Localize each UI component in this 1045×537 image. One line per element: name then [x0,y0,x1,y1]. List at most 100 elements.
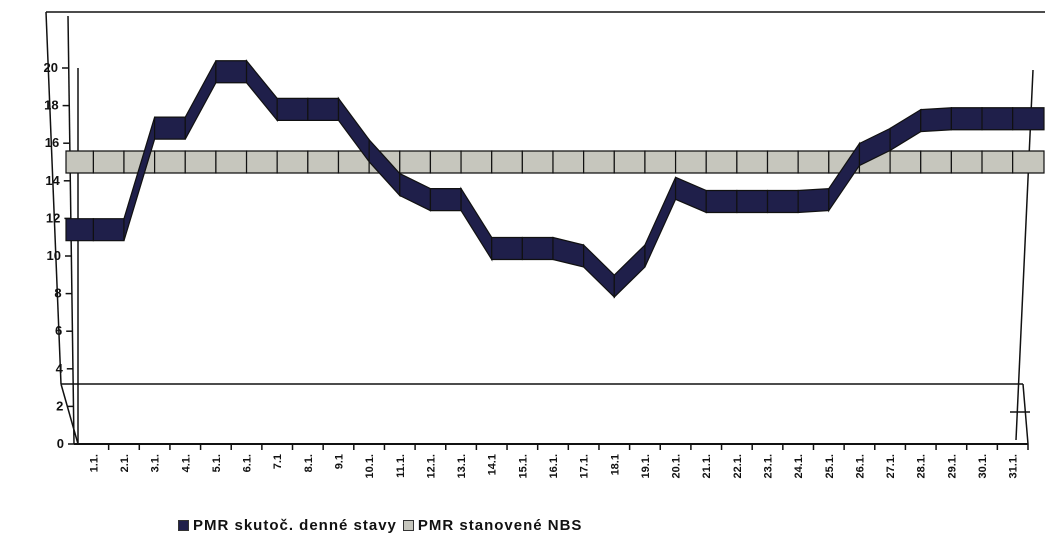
chart-walls [45,11,1045,445]
legend-item-actual: PMR skutoč. denné stavy [178,517,397,534]
target-segment-7 [276,150,309,174]
chart-legend: PMR skutoč. denné stavy PMR stanovené NB… [178,517,582,534]
target-segment-21 [705,150,738,174]
target-segment-28 [920,150,952,174]
actual-segment-8 [307,97,340,121]
series-ribbon-target [65,150,1045,174]
y-tick-label-10: 10 [47,248,61,263]
x-tick-label-9: 9.1 [333,454,345,469]
target-segment-13 [460,150,493,174]
target-segment-6 [245,150,278,174]
x-tick-label-17: 17.1. [579,454,591,478]
x-tick-label-23: 23.1. [763,454,775,478]
target-segment-4 [184,150,217,174]
back-wall-left [45,11,62,385]
x-tick-label-20: 20.1. [671,454,683,478]
target-segment-22 [736,150,769,174]
y-tick-label-12: 12 [46,210,60,225]
actual-segment-14 [491,236,523,261]
floor-right-depth [1022,383,1029,445]
target-segment-8 [307,150,340,174]
actual-segment-24 [797,187,830,214]
y-tick-label-0: 0 [57,436,64,451]
target-segment-5 [215,150,248,174]
y-tick-label-16: 16 [45,135,59,150]
x-tick-label-22: 22.1. [732,454,744,478]
target-segment-24 [797,150,830,174]
y-tick-label-20: 20 [44,60,58,75]
series-ribbon-actual [65,59,1045,299]
x-tick-label-4: 4.1. [180,454,192,472]
x-tick-label-6: 6.1. [242,454,254,472]
actual-segment-21 [705,189,738,214]
x-tick-label-28: 28.1. [916,454,928,478]
actual-segment-16 [552,236,585,268]
x-tick-label-24: 24.1. [793,454,805,478]
target-segment-11 [399,150,432,174]
actual-segment-11 [399,172,432,212]
target-segment-12 [429,150,462,174]
x-axis-ticks: 1.1. 2.1. 3.1. 4.1. 5.1. 6.1. 7.1 8.1. 9.1 10.1. 1… [88,444,1029,478]
x-tick-label-7: 7.1 [272,454,284,469]
x-tick-label-26: 26.1. [854,454,866,478]
actual-segment-27 [889,108,922,152]
actual-segment-22 [736,189,769,214]
y-tick-label-2: 2 [56,398,63,413]
y-axis-ticks: 0 2 4 6 8 10 12 14 16 18 20 [44,60,74,451]
target-cap-start [65,150,94,174]
target-segment-20 [674,150,707,174]
actual-segment-13 [460,186,493,262]
actual-segment-29 [950,107,983,131]
actual-segment-4 [184,60,217,140]
actual-segment-30 [981,107,1014,131]
actual-segment-17 [583,243,615,299]
actual-segment-15 [521,236,554,261]
x-tick-label-5: 5.1. [211,454,223,472]
actual-cap-end [1012,107,1045,131]
legend-swatch-target [402,520,414,531]
x-tick-label-15: 15.1. [517,454,529,478]
x-tick-label-12: 12.1. [425,454,437,478]
actual-segment-3 [154,116,186,140]
target-segment-27 [889,150,922,174]
target-segment-3 [154,150,186,174]
target-segment-15 [521,150,554,174]
x-tick-label-10: 10.1. [364,454,376,478]
x-tick-label-21: 21.1. [701,454,713,478]
target-segment-30 [981,150,1014,174]
x-tick-label-13: 13.1. [456,454,468,478]
actual-segment-23 [766,189,799,214]
y-tick-label-4: 4 [56,361,64,376]
actual-segment-2 [123,116,156,241]
actual-segment-20 [674,176,707,214]
back-wall-right [1015,69,1034,441]
actual-segment-1 [92,218,125,242]
x-tick-label-30: 30.1. [977,454,989,478]
y-tick-label-8: 8 [54,286,61,301]
actual-segment-18 [613,243,646,299]
actual-segment-6 [245,59,278,123]
x-tick-label-29: 29.1. [946,454,958,478]
legend-item-target: PMR stanovené NBS [402,517,583,534]
target-segment-1 [92,150,125,174]
target-segment-19 [644,150,677,174]
x-tick-label-16: 16.1. [548,454,560,478]
x-tick-label-25: 25.1. [824,454,836,478]
y-tick-label-18: 18 [44,98,58,113]
target-segment-18 [613,150,646,174]
target-segment-16 [552,150,585,174]
legend-swatch-actual [178,520,189,531]
actual-segment-12 [429,188,462,212]
y-tick-label-6: 6 [55,323,62,338]
legend-label-target: PMR stanovené NBS [417,517,583,534]
x-tick-label-18: 18.1 [609,454,621,475]
legend-label-actual: PMR skutoč. denné stavy [193,517,397,534]
target-segment-14 [491,150,523,174]
y-tick-label-14: 14 [45,173,60,188]
x-tick-label-8: 8.1. [303,454,315,472]
actual-segment-19 [644,177,677,268]
x-tick-label-31: 31.1. [1008,454,1020,478]
floor-left-depth [60,383,79,445]
actual-cap-start [65,218,94,242]
